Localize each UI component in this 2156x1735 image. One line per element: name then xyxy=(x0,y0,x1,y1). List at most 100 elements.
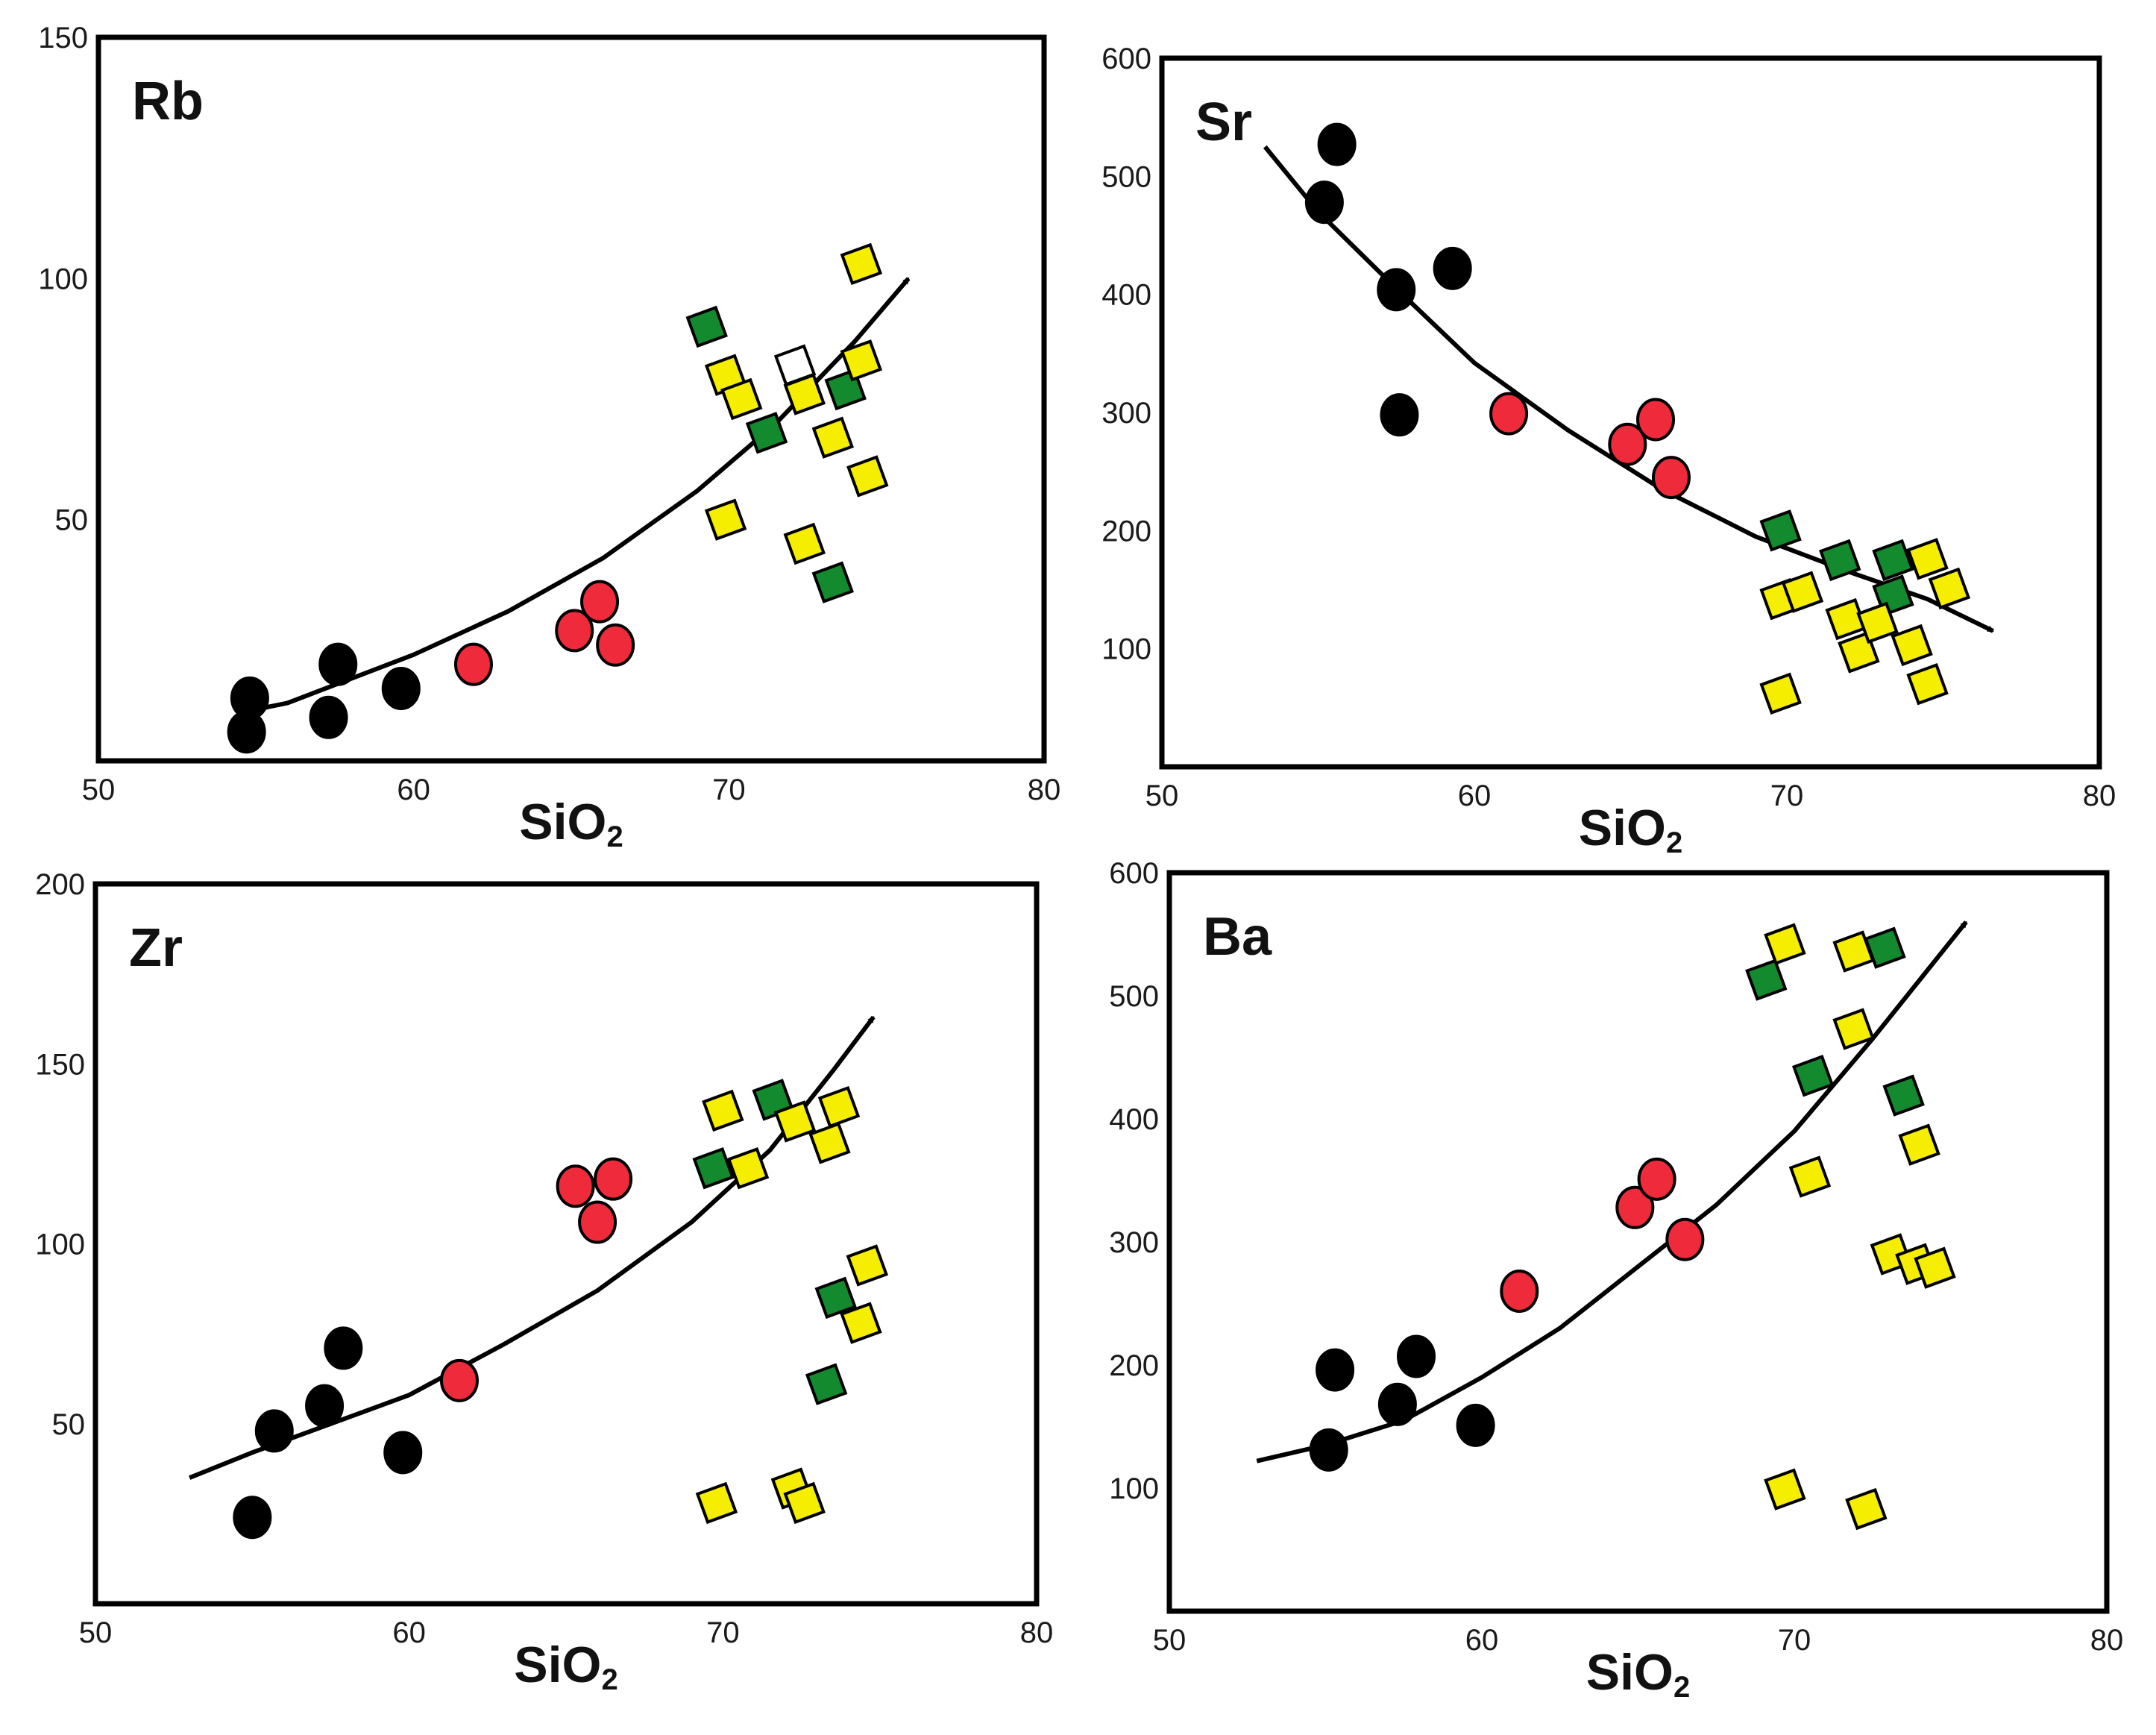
data-point-circle xyxy=(596,623,635,667)
data-point-circle xyxy=(324,1326,363,1370)
x-tick-label: 80 xyxy=(1020,1616,1054,1649)
data-point-square xyxy=(814,1276,857,1320)
panel-title: Zr xyxy=(129,918,183,978)
x-axis-label-subscript: 2 xyxy=(1666,826,1682,859)
x-tick-label: 50 xyxy=(1145,779,1179,812)
x-tick-label: 50 xyxy=(1153,1624,1187,1657)
panel-title: Sr xyxy=(1195,92,1252,152)
data-point-circle xyxy=(381,667,421,710)
data-point-square xyxy=(1856,601,1899,644)
data-point-circle xyxy=(1377,268,1416,312)
data-point-square xyxy=(1819,539,1861,582)
y-tick-label: 50 xyxy=(55,504,89,537)
data-point-square xyxy=(1914,1246,1956,1289)
data-point-circle xyxy=(1380,393,1419,437)
y-tick-label: 300 xyxy=(1101,397,1151,430)
data-point-circle xyxy=(1489,392,1529,436)
data-point-square xyxy=(805,1363,848,1405)
chart-panel-rb: 50 60 70 80 50 100 150 SiO2 Rb xyxy=(38,22,1060,853)
data-point-circle xyxy=(556,1164,595,1208)
y-tick-label: 100 xyxy=(38,263,88,295)
data-point-square xyxy=(811,561,855,603)
data-point-square xyxy=(726,1146,770,1190)
plot-frame xyxy=(92,881,1040,1607)
x-tick-label: 70 xyxy=(712,774,746,806)
data-point-square xyxy=(808,1122,851,1164)
data-point-square xyxy=(1906,662,1949,706)
data-point-square xyxy=(1764,923,1806,965)
data-point-square xyxy=(846,455,889,498)
data-point-circle xyxy=(1456,1403,1495,1447)
data-point-circle xyxy=(578,1200,617,1244)
trend-arrow xyxy=(1256,920,1968,1463)
data-point-square xyxy=(1759,509,1802,552)
data-point-circle xyxy=(1309,1428,1348,1472)
panel-title: Ba xyxy=(1203,907,1272,967)
data-point-circle xyxy=(318,642,358,686)
x-axis-label-subscript: 2 xyxy=(606,821,623,853)
y-tick-label: 600 xyxy=(1109,857,1159,890)
data-point-square xyxy=(840,242,883,286)
data-point-circle xyxy=(227,710,266,754)
data-point-circle xyxy=(309,695,348,739)
data-point-square xyxy=(1898,1123,1940,1166)
x-tick-label: 80 xyxy=(2090,1624,2124,1657)
data-point-square xyxy=(1928,567,1971,610)
data-point-square xyxy=(1832,930,1875,973)
data-point-square xyxy=(702,1089,744,1132)
data-point-square xyxy=(1745,959,1788,1001)
data-point-circle xyxy=(594,1157,633,1201)
data-point-circle xyxy=(453,642,493,686)
data-point-square xyxy=(773,344,817,386)
data-point-square xyxy=(783,522,826,565)
y-tick-label: 200 xyxy=(1109,1349,1159,1382)
data-point-square xyxy=(846,1244,889,1287)
x-axis-label: SiO2 xyxy=(519,794,623,853)
data-point-square xyxy=(840,1302,882,1344)
x-tick-label: 70 xyxy=(706,1616,740,1649)
y-tick-label: 100 xyxy=(1109,1472,1159,1505)
data-point-circle xyxy=(254,1409,294,1453)
data-point-circle xyxy=(1636,398,1676,442)
x-tick-label: 60 xyxy=(1458,779,1492,812)
data-point-circle xyxy=(1637,1157,1676,1201)
panel-title: Rb xyxy=(132,72,204,131)
y-tick-label: 150 xyxy=(38,22,88,54)
data-point-square xyxy=(773,1100,817,1143)
data-point-square xyxy=(1764,1468,1806,1510)
chart-panel-sr: 50 60 70 80 100 200 300 400 500 600 SiO2 Sr xyxy=(1101,43,2116,859)
data-point-square xyxy=(1781,571,1824,613)
x-tick-label: 50 xyxy=(82,774,116,806)
data-point-circle xyxy=(1665,1217,1705,1261)
x-axis-label: SiO2 xyxy=(514,1637,617,1696)
data-point-circle xyxy=(1316,1348,1355,1392)
x-tick-label: 80 xyxy=(1028,774,1061,806)
chart-panel-ba: 50 60 70 80 100 200 300 400 500 600 SiO2 Ba xyxy=(1109,857,2123,1704)
data-point-square xyxy=(720,377,763,421)
y-tick-label: 600 xyxy=(1101,43,1151,75)
data-point-square xyxy=(1791,1055,1835,1097)
y-tick-label: 500 xyxy=(1101,160,1151,193)
y-tick-label: 400 xyxy=(1109,1103,1159,1136)
plot-frame xyxy=(1166,870,2110,1614)
data-point-circle xyxy=(1397,1334,1436,1378)
chart-panel-zr: 50 60 70 80 50 100 150 200 SiO2 Zr xyxy=(35,868,1053,1696)
data-point-square xyxy=(745,412,788,454)
data-point-circle xyxy=(305,1384,345,1428)
data-point-circle xyxy=(1304,181,1344,225)
data-point-square xyxy=(704,498,747,541)
data-point-circle xyxy=(1651,456,1691,500)
y-tick-label: 200 xyxy=(1101,515,1151,548)
x-tick-label: 70 xyxy=(1778,1624,1811,1657)
x-axis-label-subscript: 2 xyxy=(1673,1671,1690,1704)
data-point-circle xyxy=(233,1496,272,1540)
data-point-circle xyxy=(1433,246,1472,290)
data-point-square xyxy=(685,305,728,348)
data-point-square xyxy=(1891,624,1933,667)
y-tick-label: 50 xyxy=(52,1408,86,1441)
data-point-square xyxy=(692,1146,735,1190)
y-tick-label: 400 xyxy=(1101,279,1151,312)
data-point-circle xyxy=(580,580,620,624)
x-tick-label: 80 xyxy=(2083,779,2116,812)
